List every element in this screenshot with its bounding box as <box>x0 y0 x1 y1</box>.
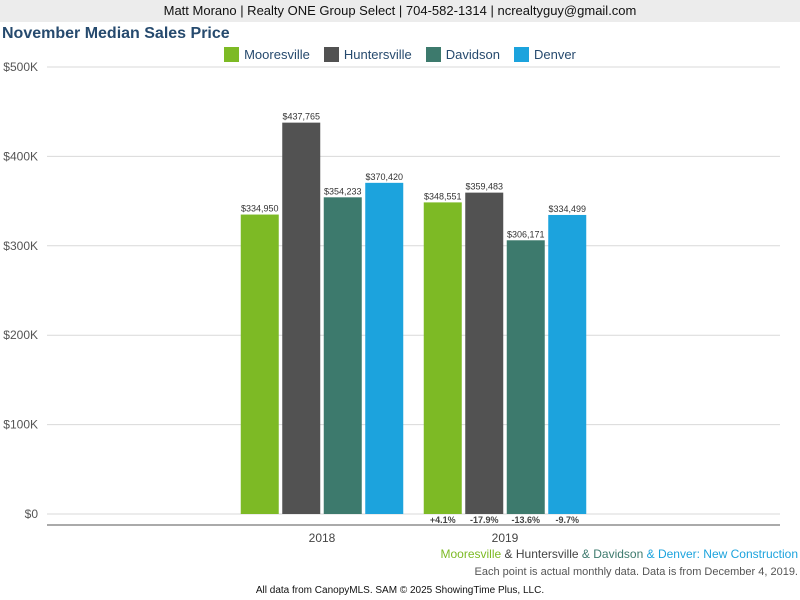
y-tick-label: $200K <box>3 328 38 342</box>
legend-item-denver[interactable]: Denver <box>513 44 576 64</box>
data-label: $359,483 <box>465 182 503 192</box>
data-label: $334,499 <box>548 204 586 214</box>
x-tick-label: 2019 <box>492 531 519 545</box>
legend-label-denver: Denver <box>533 46 576 62</box>
bar-davidson-2019 <box>506 240 545 514</box>
legend-swatch-denver <box>513 46 529 62</box>
legend-label-huntersville: Huntersville <box>343 46 412 62</box>
footer-denver: Denver <box>657 547 697 561</box>
bar-mooresville-2018 <box>240 214 279 515</box>
data-label: $437,765 <box>282 112 320 122</box>
change-label: -13.6% <box>511 515 540 525</box>
change-label: -9.7% <box>555 515 579 525</box>
footer-data-note: Each point is actual monthly data. Data … <box>474 566 798 578</box>
y-tick-label: $100K <box>3 418 38 432</box>
footer-mooresville: Mooresville <box>440 547 502 561</box>
bar-mooresville-2019 <box>423 202 462 515</box>
footer-amp-3: & <box>643 547 658 561</box>
footer-series-caption: Mooresville & Huntersville & Davidson & … <box>441 547 799 561</box>
bar-denver-2019 <box>548 214 587 515</box>
change-label: +4.1% <box>430 515 456 525</box>
legend-item-huntersville[interactable]: Huntersville <box>323 44 412 64</box>
bar-denver-2018 <box>365 182 404 514</box>
footer-amp-2: & <box>578 547 594 561</box>
legend-item-davidson[interactable]: Davidson <box>425 44 500 64</box>
data-label: $334,950 <box>241 204 279 214</box>
data-label: $354,233 <box>324 186 362 196</box>
footer-amp-1: & <box>501 547 516 561</box>
footer-suffix: : New Construction <box>696 547 798 561</box>
bar-huntersville-2019 <box>465 192 504 514</box>
bar-huntersville-2018 <box>282 122 321 514</box>
bar-davidson-2018 <box>323 197 362 514</box>
data-label: $306,171 <box>507 229 545 239</box>
legend-swatch-huntersville <box>323 46 339 62</box>
legend-swatch-davidson <box>425 46 441 62</box>
y-tick-label: $0 <box>25 507 39 521</box>
y-tick-label: $300K <box>3 239 38 253</box>
legend-item-mooresville[interactable]: Mooresville <box>224 44 310 64</box>
data-label: $348,551 <box>424 191 462 201</box>
x-tick-label: 2018 <box>309 531 336 545</box>
contact-header: Matt Morano | Realty ONE Group Select | … <box>0 0 800 22</box>
data-label: $370,420 <box>365 172 403 182</box>
footer-huntersville: Huntersville <box>515 547 579 561</box>
footer-davidson: Davidson <box>593 547 644 561</box>
legend-label-mooresville: Mooresville <box>244 46 310 62</box>
chart-legend: Mooresville Huntersville Davidson Denver <box>0 44 800 64</box>
data-source: All data from CanopyMLS. SAM © 2025 Show… <box>255 585 545 596</box>
change-label: -17.9% <box>470 515 499 525</box>
y-tick-label: $500K <box>3 60 38 74</box>
legend-label-davidson: Davidson <box>445 46 500 62</box>
y-tick-label: $400K <box>3 149 38 163</box>
legend-swatch-mooresville <box>224 46 240 62</box>
bar-chart: $0 $100K $200K $300K $400K $500K $334,950 $437,… <box>3 60 780 545</box>
chart-title: November Median Sales Price <box>2 25 230 42</box>
